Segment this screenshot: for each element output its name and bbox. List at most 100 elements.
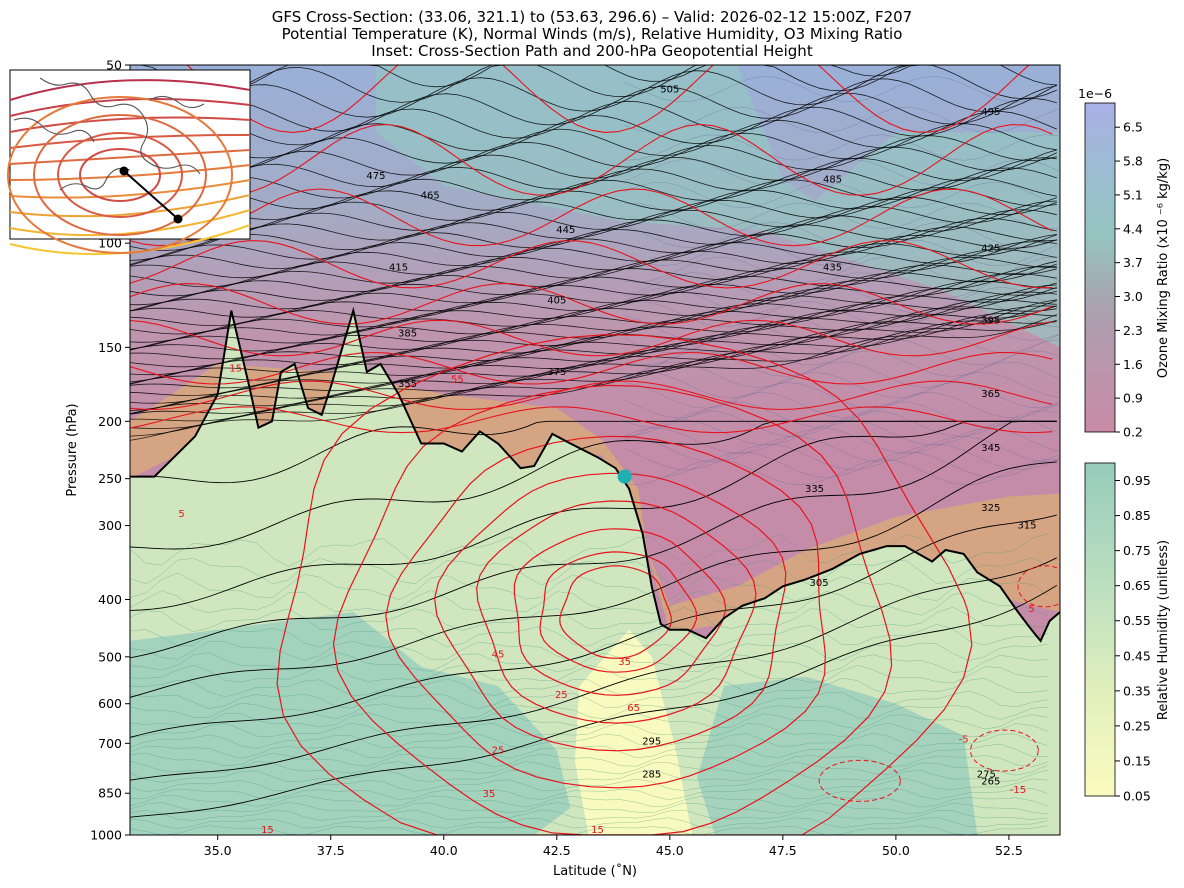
- ozone-fine-contour: [624, 435, 1059, 463]
- theta-contour: [130, 263, 1057, 350]
- theta-contour: [130, 78, 1057, 137]
- rh-fine-contour: [130, 572, 1048, 602]
- wind-contour: [433, 472, 787, 752]
- colorbar-tick-label: 5.1: [1123, 187, 1143, 202]
- inset-height-contour: [9, 79, 251, 101]
- wind-label: 65: [627, 703, 640, 714]
- rh-fine-contour: [130, 752, 1048, 768]
- colorbar-tick-label: 0.15: [1123, 753, 1151, 768]
- ozone-fine-contour: [624, 76, 1059, 103]
- colorbar-tick-label: 0.65: [1123, 578, 1151, 593]
- inset-height-contour: [33, 114, 207, 236]
- y-tick-label: 600: [98, 696, 122, 711]
- rh-fine-contour: [130, 743, 1048, 759]
- inset-height-contour: [9, 164, 251, 181]
- theta-contour: [130, 234, 1057, 312]
- theta-contour: [130, 226, 1057, 297]
- inset-height-contour: [9, 209, 251, 237]
- tropopause-line: [130, 306, 1060, 643]
- wind-contour: [332, 384, 893, 835]
- rh-fine-contour: [130, 817, 1048, 829]
- x-tick-label: 37.5: [317, 843, 345, 858]
- theta-contour: [130, 146, 1057, 207]
- wind-contour: [130, 188, 1053, 247]
- wind-contour: [130, 380, 1053, 411]
- rh-fine-contour: [130, 606, 1048, 632]
- theta-label: 495: [981, 107, 1000, 118]
- theta-contour: [130, 299, 1057, 415]
- wind-label: 45: [492, 649, 505, 660]
- y-tick-label: 850: [98, 786, 122, 801]
- theta-contour: [130, 280, 1057, 368]
- plot-frame: [129, 64, 1061, 836]
- y-tick-label: 200: [98, 414, 122, 429]
- theta-label: 325: [981, 503, 1000, 514]
- theta-contour: [130, 85, 1057, 146]
- ozone-colorbar-gradient: [1084, 102, 1116, 433]
- theta-label: 505: [660, 84, 679, 95]
- inset-height-contours: [7, 79, 251, 256]
- rh-fine-contours: [130, 76, 1059, 835]
- wind-label: 5: [1028, 604, 1034, 615]
- ozone-fine-contour: [624, 427, 1059, 454]
- cyan-marker: [617, 469, 632, 484]
- theta-contour: [130, 135, 1057, 196]
- rh-fine-contour: [130, 722, 1048, 738]
- wind-contour: [539, 551, 698, 673]
- x-tick-label: 52.5: [995, 843, 1023, 858]
- wind-contour-negative: [1017, 565, 1060, 608]
- theta-label: 435: [823, 263, 842, 274]
- ozone-colorbar-ticks: 6.5 5.8 5.1 4.4 3.7 3.0 2.3 1.6 0.9 0.2: [1115, 120, 1143, 440]
- theta-contour: [130, 299, 1057, 396]
- theta-contour: [130, 197, 1057, 266]
- x-tick-label: 45.0: [656, 843, 684, 858]
- theta-contour: [130, 420, 1057, 550]
- theta-contour: [130, 123, 1057, 184]
- theta-label: 285: [642, 769, 661, 780]
- wind-label: 55: [451, 375, 464, 386]
- colorbar-tick-label: 2.3: [1123, 323, 1143, 338]
- inset-height-contour: [9, 149, 251, 165]
- x-axis-label: Latitude (˚N): [553, 863, 637, 879]
- theta-contour: [130, 300, 1057, 415]
- wind-contour: [130, 282, 1053, 325]
- theta-label: 295: [642, 736, 661, 747]
- ozone-fine-contour: [624, 106, 1059, 134]
- ozone-fine-contour: [624, 239, 1059, 266]
- theta-contour: [130, 256, 1057, 335]
- ozone-fine-contour: [624, 392, 1059, 419]
- dry-region: [574, 629, 693, 835]
- ozone-fine-contour: [624, 159, 1059, 186]
- rh-fine-contour: [130, 788, 1048, 800]
- x-tick-label: 47.5: [769, 843, 797, 858]
- rh-fine-contour: [130, 702, 1048, 720]
- theta-contour: [130, 264, 1057, 343]
- wind-label: 25: [492, 746, 505, 757]
- theta-label: 425: [981, 243, 1000, 254]
- rh-fine-contour: [130, 732, 1048, 749]
- theta-contour: [130, 305, 1057, 411]
- theta-contour: [130, 314, 1057, 441]
- theta-contour: [130, 65, 1057, 109]
- humidity-colorbar-gradient: [1084, 462, 1116, 797]
- inset-height-contour: [9, 194, 251, 218]
- theta-contour: [130, 196, 1057, 261]
- rh-fine-contour: [130, 801, 1048, 815]
- colorbar-tick-label: 3.7: [1123, 255, 1143, 270]
- wind-contour: [476, 500, 757, 724]
- theta-contour: [130, 312, 1057, 422]
- theta-label: 465: [421, 190, 440, 201]
- theta-label: 395: [981, 315, 1000, 326]
- rh-fine-contour: [130, 590, 1048, 616]
- colorbar-tick-label: 3.0: [1123, 289, 1143, 304]
- inset-height-contour: [79, 148, 161, 202]
- ozone-upper-patch: [376, 65, 1060, 348]
- wind-contours: [130, 65, 1060, 835]
- ozone-fine-contour: [624, 314, 1059, 341]
- wind-label: 25: [555, 690, 568, 701]
- theta-label: 385: [398, 328, 417, 339]
- colorbar-tick-label: 1.6: [1123, 357, 1143, 372]
- x-tick-label: 35.0: [204, 843, 232, 858]
- wind-contour: [276, 333, 973, 835]
